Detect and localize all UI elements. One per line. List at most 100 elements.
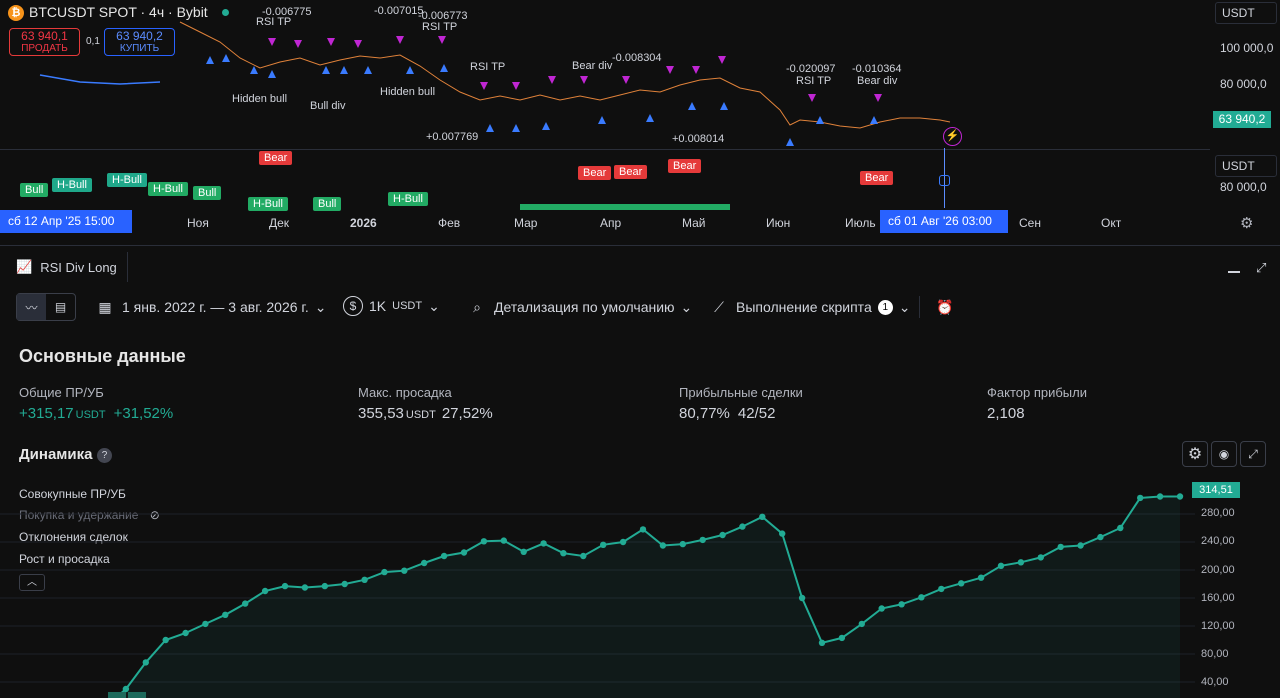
expand-icon[interactable]: ⤢ xyxy=(1240,441,1266,467)
legend-buy-hold[interactable]: Покупка и удержание ⊘ xyxy=(19,508,160,522)
x-label: Апр xyxy=(600,216,622,230)
equity-point xyxy=(361,576,368,583)
legend-cum-pnl[interactable]: Совокупные ПР/УБ xyxy=(19,487,126,501)
range-end-label: сб 01 Авг '26 03:00 xyxy=(880,210,1008,233)
price-chart-panel[interactable]: ₿ BTCUSDT SPOT · 4ч · Bybit 63 940,1 ПРО… xyxy=(0,0,1280,243)
buy-button[interactable]: 63 940,2 КУПИТЬ xyxy=(104,28,175,56)
symbol-title[interactable]: BTCUSDT SPOT · 4ч · Bybit xyxy=(29,4,208,20)
sell-button[interactable]: 63 940,1 ПРОДАТЬ xyxy=(9,28,80,56)
equity-point xyxy=(540,540,547,547)
equity-point xyxy=(162,636,169,644)
collapse-legend-button[interactable]: ︿ xyxy=(19,574,45,591)
price-series xyxy=(39,21,951,129)
equity-point xyxy=(401,567,408,574)
spread-value: 0,1 xyxy=(86,36,100,47)
bull-sticker: Bull xyxy=(313,197,342,211)
y-tick: 80,00 xyxy=(1201,648,1229,660)
oscillator-bars xyxy=(520,204,730,210)
profit-factor-value: 2,108 xyxy=(987,405,1025,422)
x-label: Окт xyxy=(1101,216,1122,230)
date-range-selector[interactable]: ▦ 1 янв. 2022 г. — 3 авг. 2026 г. ⌄ xyxy=(94,296,326,318)
win-rate-value: 80,77% 42/52 xyxy=(679,405,776,422)
help-icon[interactable]: ? xyxy=(97,448,112,463)
annotation-value: -0.006773 xyxy=(418,10,468,22)
table-icon[interactable]: ▤ xyxy=(54,300,67,314)
equity-point xyxy=(739,523,746,530)
strategy-tab-title: RSI Div Long xyxy=(40,259,117,275)
view-toggle[interactable]: 〰 ▤ xyxy=(16,293,76,321)
maximize-icon[interactable]: ⤢ xyxy=(1256,260,1267,275)
equity-point xyxy=(659,542,667,549)
equity-point xyxy=(182,629,189,637)
equity-point xyxy=(1077,542,1084,549)
last-value-label: 314,51 xyxy=(1192,482,1240,498)
time-axis[interactable]: сб 12 Апр '25 15:00 Ноя Дек 2026 Фев Мар… xyxy=(0,210,1210,233)
eye-off-icon[interactable]: ⊘ xyxy=(149,508,160,522)
bear-sticker: Bear xyxy=(259,151,293,165)
bear-sticker: Bear xyxy=(614,165,648,179)
currency-selector[interactable]: USDT xyxy=(1215,2,1277,24)
equity-point xyxy=(1137,494,1144,502)
net-profit-label: Общие ПР/УБ xyxy=(19,385,104,400)
chart-line-icon[interactable]: 〰 xyxy=(17,294,46,320)
lightning-icon[interactable]: ⚡ xyxy=(943,127,962,146)
market-status-dot xyxy=(222,9,229,16)
equity-point xyxy=(878,605,885,612)
y-tick: 240,00 xyxy=(1201,535,1235,547)
strategy-tab[interactable]: 📈 RSI Div Long xyxy=(6,252,128,282)
max-drawdown-label: Макс. просадка xyxy=(358,385,452,400)
annotation-value: -0.020097 xyxy=(786,63,836,75)
magnifier-icon: ⌕ xyxy=(473,298,481,315)
bear-sticker: Bear xyxy=(578,166,612,180)
script-icon: ⟋ xyxy=(714,298,724,315)
trade-bar xyxy=(108,692,126,698)
legend-trade-dev[interactable]: Отклонения сделок xyxy=(19,530,128,544)
currency-selector-lower[interactable]: USDT xyxy=(1215,155,1277,177)
annotation-label: Bear div xyxy=(857,75,898,87)
hbull-sticker: H-Bull xyxy=(388,192,428,206)
equity-point xyxy=(341,580,348,588)
equity-point xyxy=(958,580,965,587)
annotation-value: -0.010364 xyxy=(852,63,902,75)
equity-point xyxy=(759,513,766,520)
pane-divider[interactable] xyxy=(0,149,1210,150)
annotation-label: RSI TP xyxy=(796,75,832,87)
minimize-icon[interactable] xyxy=(1228,271,1240,273)
capital-selector[interactable]: $ 1K USDT ⌄ xyxy=(343,296,440,316)
profit-factor-label: Фактор прибыли xyxy=(987,385,1087,400)
annotation-label: Hidden bull xyxy=(380,86,436,98)
equity-point xyxy=(281,582,289,590)
annotation-label: Bear div xyxy=(572,60,613,72)
equity-point xyxy=(779,530,786,537)
annotation-label: Bull div xyxy=(310,100,346,112)
annotation-label: Hidden bull xyxy=(232,93,288,105)
equity-point xyxy=(580,552,587,560)
script-exec-selector[interactable]: ⟋ Выполнение скрипта 1 ⌄ xyxy=(708,296,910,318)
range-start-label: сб 12 Апр '25 15:00 xyxy=(0,210,132,233)
script-badge: 1 xyxy=(877,299,893,315)
y-tick: 280,00 xyxy=(1201,507,1235,519)
equity-point xyxy=(321,582,328,590)
toolbar-divider xyxy=(919,296,920,318)
camera-icon[interactable]: ◉ xyxy=(1211,441,1237,467)
equity-point xyxy=(977,574,985,581)
equity-point xyxy=(818,639,826,646)
gear-icon[interactable]: ⚙ xyxy=(1240,215,1254,232)
equity-point xyxy=(619,538,627,546)
annotation-label: RSI TP xyxy=(422,21,458,33)
crosshair-handle[interactable] xyxy=(939,175,950,186)
equity-point xyxy=(699,536,706,544)
calendar-icon: ▦ xyxy=(98,298,112,315)
crosshair-line xyxy=(944,148,945,208)
equity-point xyxy=(838,634,846,642)
equity-point xyxy=(1037,554,1045,561)
equity-point xyxy=(858,620,865,628)
detail-selector[interactable]: ⌕ Детализация по умолчанию ⌄ xyxy=(466,296,692,318)
equity-chart xyxy=(0,493,1195,698)
signal-arrows xyxy=(206,36,882,146)
x-label: Дек xyxy=(269,216,290,230)
annotation-value: -0.007015 xyxy=(374,5,424,17)
legend-growth-dd[interactable]: Рост и просадка xyxy=(19,552,110,566)
gear-icon[interactable]: ⚙ xyxy=(1182,441,1208,467)
alarm-button[interactable]: ⏰ xyxy=(934,296,956,318)
